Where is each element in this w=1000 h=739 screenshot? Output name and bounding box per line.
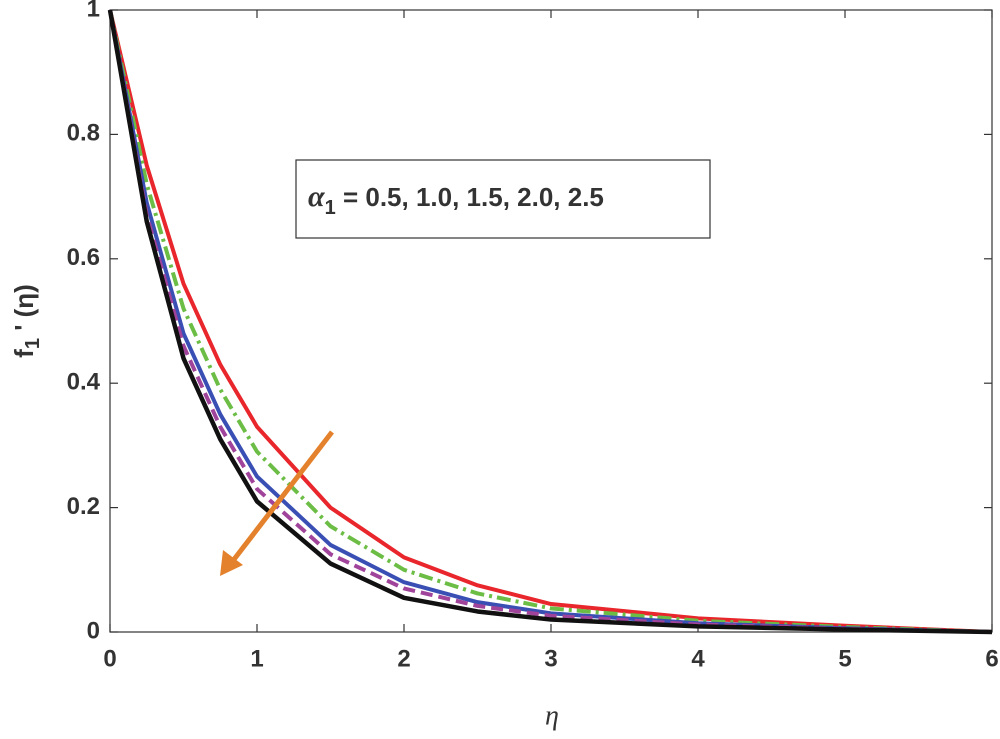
series-line [108,9,993,634]
annotation-symbol: α [308,180,325,213]
arrow-shaft [230,430,334,564]
x-tick-label: 3 [544,645,557,672]
annotation-frame [295,159,711,239]
x-tick-label: 1 [250,645,263,672]
y-tick-label: 0.4 [67,369,101,396]
y-tick-label: 1 [87,0,100,22]
y-tick-label: 0.8 [67,120,100,147]
x-tick-label: 5 [838,645,851,672]
x-tick-label: 4 [691,645,705,672]
y-tick-label: 0.6 [67,244,100,271]
y-axis-label: f1 ' (η) [9,284,44,358]
y-label-sub: 1 [22,338,44,349]
x-tick-label: 2 [397,645,410,672]
y-label-base: f [9,349,39,358]
annotation-text: = 0.5, 1.0, 1.5, 2.0, 2.5 [336,182,604,212]
x-tick-label: 0 [103,645,116,672]
annotation-sub: 1 [325,197,336,219]
series-line [108,9,993,634]
series-line [108,9,993,634]
y-tick-label: 0.2 [67,493,100,520]
x-axis-label: η [545,700,559,731]
y-tick-label: 0 [87,617,100,644]
arrow-head [220,550,243,576]
trend-arrow [220,430,334,576]
series-line [107,9,993,635]
plot-frame [109,9,993,633]
series-line [108,9,993,634]
annotation: α1 = 0.5, 1.0, 1.5, 2.0, 2.5 [308,180,604,219]
x-tick-label: 6 [985,645,998,672]
annotation-box: α1 = 0.5, 1.0, 1.5, 2.0, 2.5 [295,159,711,239]
y-label-rest: ' (η) [9,284,39,338]
